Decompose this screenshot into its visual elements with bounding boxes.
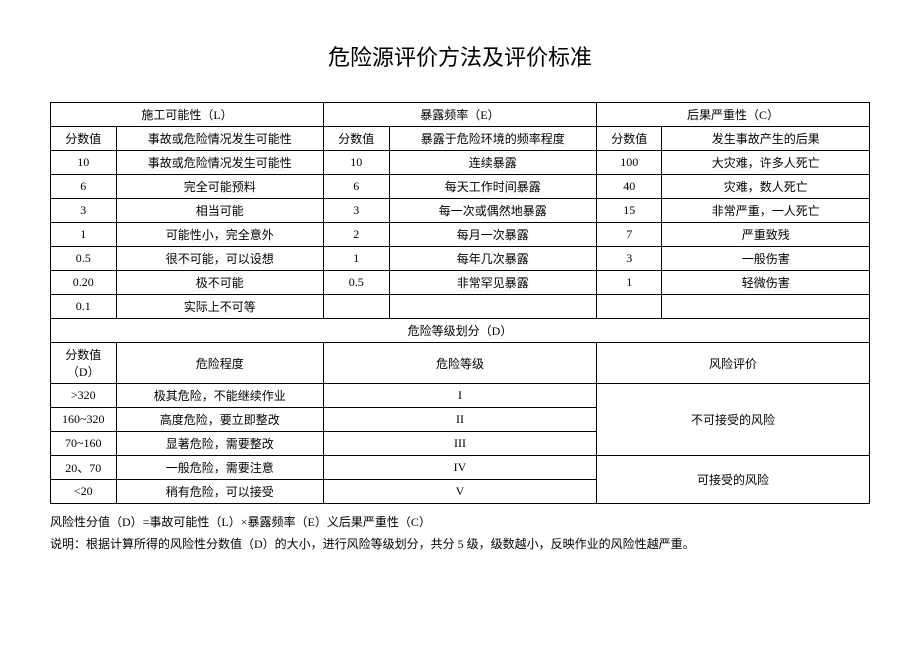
cell: 每一次或偶然地暴露 (389, 199, 596, 223)
cell: 连续暴露 (389, 151, 596, 175)
table2-subheader-row: 分数值（D） 危险程度 危险等级 风险评价 (51, 343, 870, 384)
cell: >320 (51, 384, 117, 408)
subheader-score-l: 分数值 (51, 127, 117, 151)
cell: 20、70 (51, 456, 117, 480)
header-c: 后果严重性（C） (596, 103, 869, 127)
cell: 实际上不可等 (116, 295, 323, 319)
table-header-row-1: 施工可能性（L） 暴露频率（E） 后果严重性（C） (51, 103, 870, 127)
cell: 稍有危险，可以接受 (116, 480, 323, 504)
cell: 10 (51, 151, 117, 175)
cell: 轻微伤害 (662, 271, 870, 295)
cell: 每月一次暴露 (389, 223, 596, 247)
subheader-risk-eval: 风险评价 (596, 343, 869, 384)
cell: 每天工作时间暴露 (389, 175, 596, 199)
subheader-score-d: 分数值（D） (51, 343, 117, 384)
table-header-row-2: 分数值 事故或危险情况发生可能性 分数值 暴露于危险环境的频率程度 分数值 发生… (51, 127, 870, 151)
cell: 事故或危险情况发生可能性 (116, 151, 323, 175)
cell: 0.5 (51, 247, 117, 271)
explanation-note: 说明：根据计算所得的风险性分数值（D）的大小，进行风险等级划分，共分 5 级，级… (50, 534, 870, 556)
cell: 15 (596, 199, 662, 223)
table-row: 10 事故或危险情况发生可能性 10 连续暴露 100 大灾难，许多人死亡 (51, 151, 870, 175)
subheader-desc-e: 暴露于危险环境的频率程度 (389, 127, 596, 151)
cell: 严重致残 (662, 223, 870, 247)
subheader-hazard-degree: 危险程度 (116, 343, 323, 384)
table-row: 3 相当可能 3 每一次或偶然地暴露 15 非常严重，一人死亡 (51, 199, 870, 223)
table-row: >320 极其危险，不能继续作业 I 不可接受的风险 (51, 384, 870, 408)
cell: 每年几次暴露 (389, 247, 596, 271)
main-table: 施工可能性（L） 暴露频率（E） 后果严重性（C） 分数值 事故或危险情况发生可… (50, 102, 870, 504)
cell: 1 (323, 247, 389, 271)
cell: 灾难，数人死亡 (662, 175, 870, 199)
header-d: 危险等级划分（D） (51, 319, 870, 343)
cell: 极其危险，不能继续作业 (116, 384, 323, 408)
cell: 2 (323, 223, 389, 247)
cell (596, 295, 662, 319)
cell: 10 (323, 151, 389, 175)
cell: 3 (51, 199, 117, 223)
table2-header-row: 危险等级划分（D） (51, 319, 870, 343)
cell: 一般危险，需要注意 (116, 456, 323, 480)
page-title: 危险源评价方法及评价标准 (50, 40, 870, 72)
cell: 70~160 (51, 432, 117, 456)
cell: V (323, 480, 596, 504)
header-e: 暴露频率（E） (323, 103, 596, 127)
cell: 40 (596, 175, 662, 199)
cell: 3 (596, 247, 662, 271)
cell-eval-acceptable: 可接受的风险 (596, 456, 869, 504)
table-row: 0.20 极不可能 0.5 非常罕见暴露 1 轻微伤害 (51, 271, 870, 295)
table-row: 1 可能性小，完全意外 2 每月一次暴露 7 严重致残 (51, 223, 870, 247)
cell: 高度危险，要立即整改 (116, 408, 323, 432)
cell: 6 (51, 175, 117, 199)
cell-eval-unacceptable: 不可接受的风险 (596, 384, 869, 456)
cell (389, 295, 596, 319)
cell: 7 (596, 223, 662, 247)
cell: 非常罕见暴露 (389, 271, 596, 295)
cell: 6 (323, 175, 389, 199)
table-row: 0.1 实际上不可等 (51, 295, 870, 319)
cell: 100 (596, 151, 662, 175)
table-row: 20、70 一般危险，需要注意 IV 可接受的风险 (51, 456, 870, 480)
subheader-desc-l: 事故或危险情况发生可能性 (116, 127, 323, 151)
cell: <20 (51, 480, 117, 504)
cell (662, 295, 870, 319)
table-row: 6 完全可能预料 6 每天工作时间暴露 40 灾难，数人死亡 (51, 175, 870, 199)
cell: II (323, 408, 596, 432)
table-row: 0.5 很不可能，可以设想 1 每年几次暴露 3 一般伤害 (51, 247, 870, 271)
cell: 相当可能 (116, 199, 323, 223)
notes-section: 风险性分值（D）=事故可能性（L）×暴露频率（E）义后果严重性（C） 说明：根据… (50, 512, 870, 555)
cell: I (323, 384, 596, 408)
cell: 1 (51, 223, 117, 247)
formula-note: 风险性分值（D）=事故可能性（L）×暴露频率（E）义后果严重性（C） (50, 512, 870, 534)
subheader-hazard-level: 危险等级 (323, 343, 596, 384)
cell: 160~320 (51, 408, 117, 432)
header-l: 施工可能性（L） (51, 103, 324, 127)
cell: 大灾难，许多人死亡 (662, 151, 870, 175)
subheader-desc-c: 发生事故产生的后果 (662, 127, 870, 151)
cell: 完全可能预料 (116, 175, 323, 199)
cell: 0.20 (51, 271, 117, 295)
cell: 极不可能 (116, 271, 323, 295)
cell: 0.1 (51, 295, 117, 319)
cell: 可能性小，完全意外 (116, 223, 323, 247)
cell: 3 (323, 199, 389, 223)
cell: IV (323, 456, 596, 480)
cell: 一般伤害 (662, 247, 870, 271)
subheader-score-e: 分数值 (323, 127, 389, 151)
subheader-score-c: 分数值 (596, 127, 662, 151)
cell: III (323, 432, 596, 456)
cell: 显著危险，需要整改 (116, 432, 323, 456)
cell: 非常严重，一人死亡 (662, 199, 870, 223)
cell: 很不可能，可以设想 (116, 247, 323, 271)
cell: 1 (596, 271, 662, 295)
cell: 0.5 (323, 271, 389, 295)
cell (323, 295, 389, 319)
